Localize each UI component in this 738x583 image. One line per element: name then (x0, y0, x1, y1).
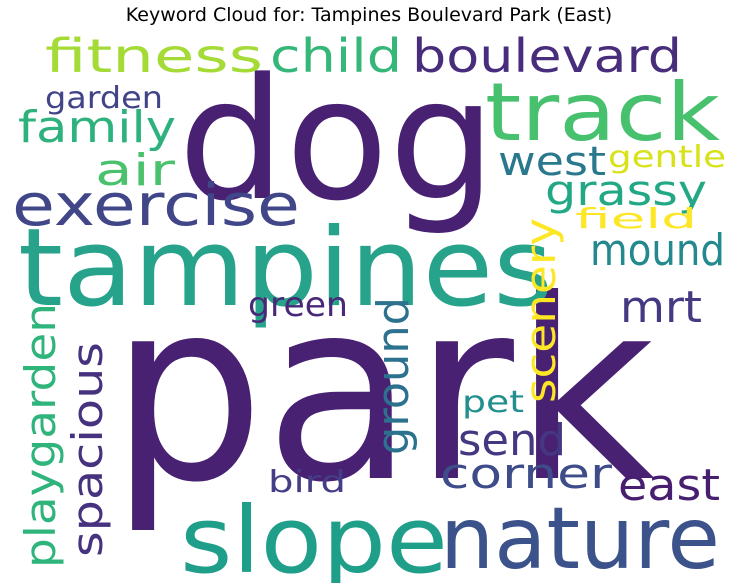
word-dog: dog (178, 42, 496, 238)
word-east: east (618, 460, 720, 511)
word-ground: ground (368, 297, 419, 455)
word-mrt: mrt (620, 282, 702, 333)
word-family: family (18, 102, 176, 153)
word-air: air (95, 145, 176, 196)
word-park: park (110, 246, 655, 537)
word-slope: slope (180, 487, 448, 583)
word-fitness: fitness (45, 29, 263, 83)
word-nature: nature (440, 489, 720, 583)
word-green: green (248, 285, 348, 325)
word-send: send (458, 415, 566, 466)
word-west: west (498, 139, 606, 185)
word-field: field (575, 202, 697, 235)
word-boulevard: boulevard (412, 29, 682, 83)
word-track: track (485, 66, 721, 159)
word-bird: bird (268, 465, 346, 500)
word-child: child (270, 29, 402, 83)
word-gentle: gentle (608, 140, 726, 175)
chart-title: Keyword Cloud for: Tampines Boulevard Pa… (125, 4, 613, 26)
word-corner: corner (440, 449, 613, 498)
word-garden: garden (45, 81, 163, 116)
word-playgarden: playgarden (16, 303, 65, 568)
word-scenery: scenery (516, 218, 565, 403)
word-pet: pet (462, 385, 524, 420)
word-spacious: spacious (63, 342, 112, 557)
word-mound: mound (590, 225, 725, 276)
word-exercise: exercise (12, 171, 300, 239)
word-grassy: grassy (545, 166, 707, 215)
word-tampines: tampines (18, 206, 553, 331)
